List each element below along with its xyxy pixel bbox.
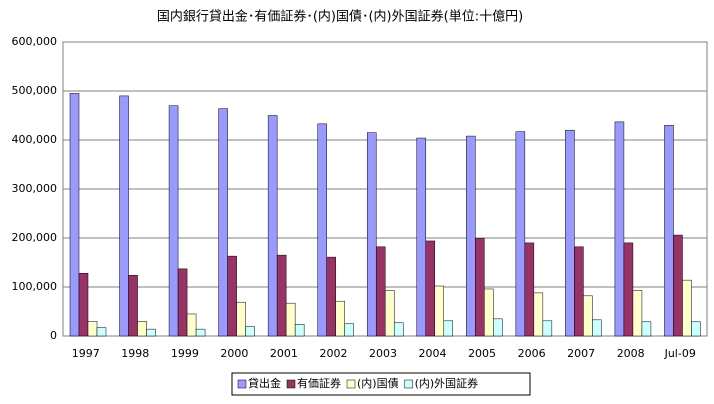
bar [484,288,494,337]
y-tick-label: 500,000 [12,84,58,97]
bar [434,285,445,337]
bar [691,321,701,337]
bar [366,132,377,337]
bar [375,246,386,337]
x-tick-label: 1999 [171,347,199,360]
bar [69,93,80,337]
x-tick-label: 1997 [72,347,100,360]
bar [168,105,179,337]
legend-box [231,372,531,396]
bar [236,301,246,337]
x-tick-label: 2005 [468,347,496,360]
y-tick-label: 600,000 [12,35,58,48]
y-tick-label: 100,000 [12,280,58,293]
bar [614,121,625,337]
x-tick-label: 2007 [567,347,595,360]
legend-swatch [404,379,413,389]
bar [623,242,634,337]
bar [664,125,674,337]
bar [78,273,89,337]
bar [416,137,427,337]
bar [218,108,228,337]
x-tick-label: 2000 [220,347,248,360]
bar [119,95,129,337]
legend-swatch [286,379,296,389]
bar [137,321,147,337]
bar [186,313,197,337]
legend-label: 有価証券 [297,376,341,390]
bar [267,115,278,337]
bar [466,135,476,337]
y-tick-label: 400,000 [12,133,58,146]
bar [583,295,593,337]
chart-title: 国内銀行貸出金･有価証券･(内)国債･(内)外国証券(単位:十億円) [157,9,523,25]
bar [542,320,553,337]
y-tick-label: 0 [50,329,57,342]
bar [632,290,643,337]
legend-swatch [346,379,356,389]
bar [128,274,138,337]
bar [177,268,188,337]
x-tick-label: 2003 [369,347,397,360]
bar [682,279,692,337]
bar [96,327,107,337]
legend-swatch [237,379,247,389]
legend-label: 貸出金 [248,376,281,390]
bar [146,328,156,337]
bar [317,123,327,337]
bar [475,238,485,337]
bar [335,300,345,337]
bar [344,323,354,337]
bar [276,254,287,337]
bar [195,328,206,337]
bar [673,234,683,337]
bar [285,302,296,337]
bar [227,255,237,337]
bar [425,240,436,337]
bar [592,319,602,337]
bar [515,131,526,337]
bar [443,320,454,337]
bar [641,321,652,337]
legend-label: (内)国債 [357,376,399,390]
x-tick-label: 2006 [518,347,546,360]
x-tick-label: 2002 [319,347,347,360]
legend-label: (内)外国証券 [415,376,479,390]
bar [493,318,503,337]
x-tick-label: 2008 [617,347,645,360]
x-tick-label: Jul-09 [664,347,696,360]
bar [384,290,395,337]
bar [574,246,584,337]
bar [326,256,336,337]
y-tick-label: 300,000 [12,182,58,195]
y-tick-label: 200,000 [12,231,58,244]
bar [245,326,255,337]
x-tick-label: 2004 [419,347,447,360]
bar [393,322,404,337]
bar [87,321,98,337]
bar [294,323,305,337]
x-tick-label: 1998 [121,347,149,360]
bar [533,292,544,337]
x-tick-label: 2001 [270,347,298,360]
bar [565,129,575,337]
bar [524,242,535,337]
